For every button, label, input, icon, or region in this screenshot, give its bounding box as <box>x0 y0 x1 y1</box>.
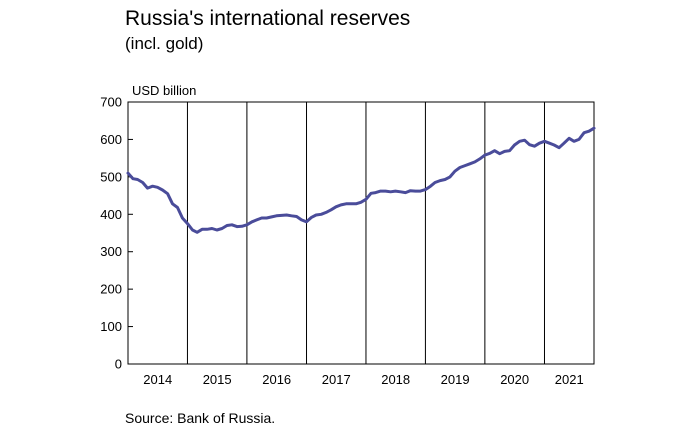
chart-grid <box>186 102 545 364</box>
x-tick-label: 2016 <box>262 372 291 387</box>
x-tick-label: 2019 <box>441 372 470 387</box>
x-tick-label: 2017 <box>322 372 351 387</box>
x-tick-label: 2021 <box>555 372 584 387</box>
y-tick-label: 200 <box>100 282 122 297</box>
x-tick-label: 2015 <box>203 372 232 387</box>
plot-frame <box>127 101 595 365</box>
y-tick-label: 100 <box>100 319 122 334</box>
y-tick-label: 700 <box>100 95 122 110</box>
x-tick-label: 2018 <box>381 372 410 387</box>
x-tick-label: 2014 <box>143 372 172 387</box>
y-axis-ticks: 0 100 200 300 400 500 600 700 <box>100 95 133 372</box>
y-tick-label: 300 <box>100 244 122 259</box>
chart-title: Russia's international reserves <box>125 7 411 30</box>
y-axis-unit-label: USD billion <box>132 83 197 98</box>
source-note: Source: Bank of Russia. <box>125 410 276 426</box>
x-axis-ticks: 2014 2015 2016 2017 2018 2019 2020 2021 <box>143 372 583 387</box>
chart-subtitle: (incl. gold) <box>125 34 204 53</box>
x-tick-label: 2020 <box>500 372 529 387</box>
y-tick-label: 400 <box>100 207 122 222</box>
y-tick-label: 600 <box>100 132 122 147</box>
series-line-reserves <box>126 126 596 234</box>
y-tick-label: 500 <box>100 169 122 184</box>
y-tick-label: 0 <box>115 357 122 372</box>
